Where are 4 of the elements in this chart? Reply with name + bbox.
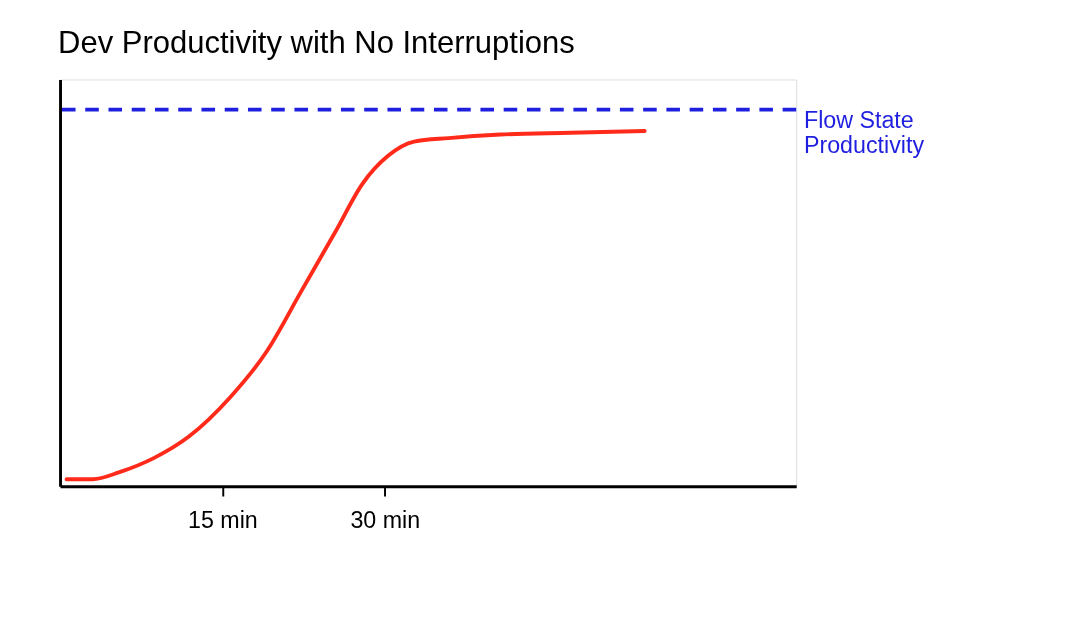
chart-title: Dev Productivity with No Interruptions [58,25,575,61]
x-tick-label: 30 min [350,507,421,534]
x-tick-label: 15 min [188,507,258,534]
ref-line-label: Flow State Productivity [803,107,925,159]
